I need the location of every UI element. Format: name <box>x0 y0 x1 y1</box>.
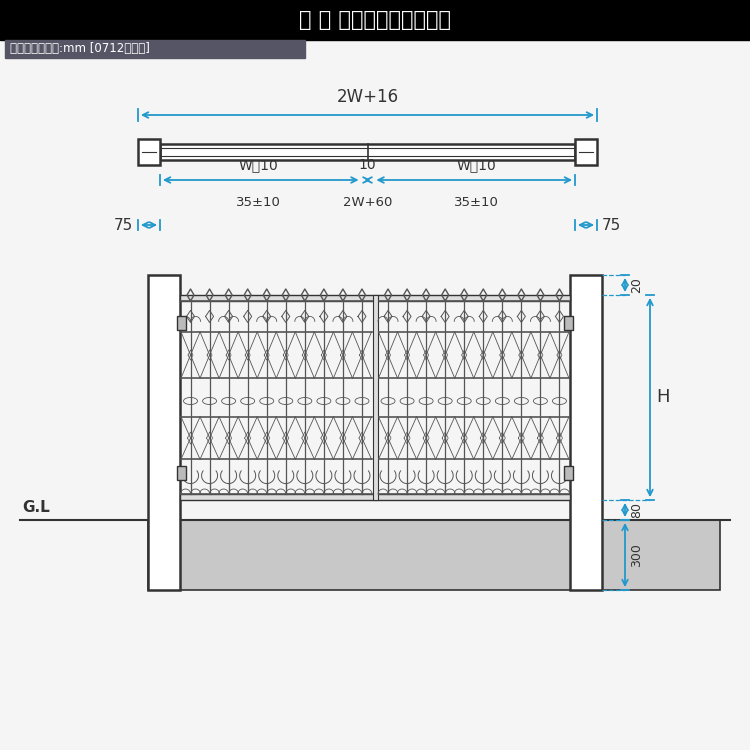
Bar <box>0 0 750 40</box>
Text: 寸 法 図　（単位：ｍｍ）: 寸 法 図 （単位：ｍｍ） <box>299 10 451 30</box>
Text: H: H <box>656 388 670 406</box>
Text: 75: 75 <box>114 217 133 232</box>
Bar <box>148 275 180 590</box>
Bar <box>5 40 305 58</box>
Text: 2W+60: 2W+60 <box>343 196 392 209</box>
Text: 35±10: 35±10 <box>236 196 281 209</box>
Bar <box>177 466 186 480</box>
Text: 300: 300 <box>630 543 643 567</box>
Bar <box>570 275 602 590</box>
Bar <box>575 139 597 165</box>
Text: 10: 10 <box>358 158 376 172</box>
Text: G.L: G.L <box>22 500 50 515</box>
Text: W－10: W－10 <box>238 158 279 172</box>
Text: 75: 75 <box>602 217 621 232</box>
Text: 2W+16: 2W+16 <box>337 88 398 106</box>
Text: W－10: W－10 <box>456 158 497 172</box>
Bar <box>148 520 720 590</box>
Bar <box>373 295 377 500</box>
Text: 20: 20 <box>630 277 643 293</box>
Bar <box>180 494 570 500</box>
Bar <box>564 466 573 480</box>
Bar <box>564 316 573 330</box>
Bar <box>138 139 160 165</box>
Text: 納まり図　単位:mm [0712の場合]: 納まり図 単位:mm [0712の場合] <box>10 43 150 56</box>
Bar <box>180 295 570 301</box>
Text: 80: 80 <box>630 502 643 518</box>
Text: 35±10: 35±10 <box>454 196 499 209</box>
Bar <box>177 316 186 330</box>
Bar <box>160 144 575 160</box>
